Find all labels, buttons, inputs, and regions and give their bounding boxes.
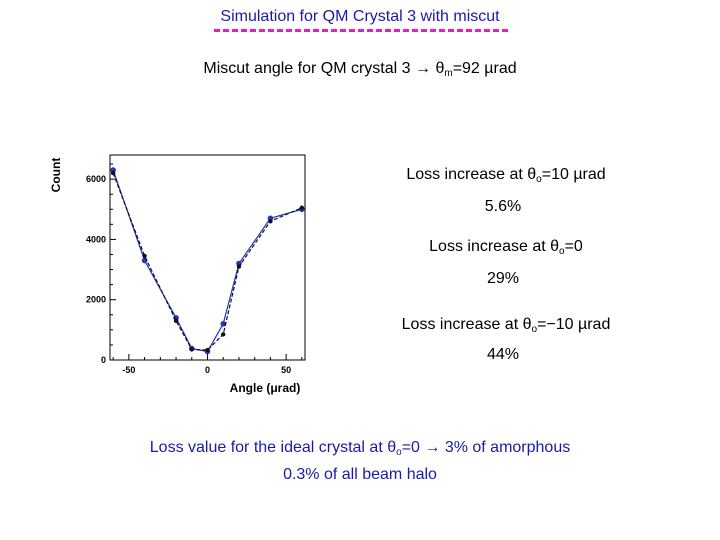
stat-label-3-suffix: =−10 µrad bbox=[537, 316, 611, 333]
stat-label-1: Loss increase at θo=10 µrad bbox=[356, 166, 656, 185]
series-line-1 bbox=[112, 169, 303, 353]
stat-label-1-suffix: =10 µrad bbox=[541, 166, 606, 183]
data-point bbox=[142, 253, 147, 259]
data-point bbox=[236, 264, 242, 269]
stat-label-1-prefix: Loss increase at θ bbox=[406, 166, 537, 183]
x-tick-label: -50 bbox=[122, 365, 135, 375]
stat-label-3: Loss increase at θo=−10 µrad bbox=[356, 316, 656, 335]
footer-line-1-suffix: =0 → 3% of amorphous bbox=[401, 439, 571, 456]
stat-label-2-sub: o bbox=[559, 246, 565, 257]
y-tick-label: 6000 bbox=[86, 174, 106, 184]
chart-container: 0 2000 4000 6000 -50 0 50 Angle (μrad) Count bbox=[40, 140, 330, 400]
data-point bbox=[173, 318, 179, 324]
stat-value-1: 5.6% bbox=[484, 198, 522, 215]
title-underline bbox=[214, 29, 508, 32]
stat-label-2-suffix: =0 bbox=[564, 238, 583, 255]
footer-line-1: Loss value for the ideal crystal at θo=0… bbox=[0, 437, 720, 464]
data-point bbox=[220, 321, 227, 327]
subtitle-subscript: m bbox=[444, 68, 453, 79]
plot-frame bbox=[109, 154, 306, 361]
stat-value-2: 29% bbox=[486, 270, 520, 287]
stat-label-3-prefix: Loss increase at θ bbox=[401, 316, 532, 333]
y-axis-label: Count bbox=[49, 158, 63, 193]
stat-label-2-prefix: Loss increase at θ bbox=[429, 238, 560, 255]
y-tick-label: 2000 bbox=[86, 295, 106, 305]
stat-value-3: 44% bbox=[486, 346, 520, 363]
data-point bbox=[268, 219, 273, 224]
y-tick-label: 0 bbox=[101, 355, 106, 365]
data-point bbox=[205, 347, 210, 353]
x-tick-label: 50 bbox=[281, 365, 291, 375]
data-point bbox=[299, 205, 305, 210]
footer-note: Loss value for the ideal crystal at θo=0… bbox=[0, 437, 720, 486]
subtitle-prefix: Miscut angle for QM crystal 3 → θ bbox=[203, 60, 445, 77]
page-title: Simulation for QM Crystal 3 with miscut bbox=[220, 8, 500, 25]
data-point bbox=[110, 170, 116, 176]
stat-label-3-sub: o bbox=[531, 324, 538, 335]
data-point bbox=[221, 332, 226, 337]
footer-line-2: 0.3% of all beam halo bbox=[283, 466, 437, 483]
subtitle: Miscut angle for QM crystal 3 → θm=92 µr… bbox=[0, 60, 720, 79]
x-axis-label: Angle (μrad) bbox=[230, 381, 301, 395]
footer-line-1-prefix: Loss value for the ideal crystal at θ bbox=[149, 439, 397, 456]
stat-label-1-sub: o bbox=[536, 174, 542, 185]
series-line-2 bbox=[112, 172, 303, 351]
y-tick-label: 4000 bbox=[86, 234, 106, 244]
data-point bbox=[189, 347, 194, 352]
x-tick-label: 0 bbox=[205, 365, 210, 375]
footer-line-1-sub: o bbox=[396, 447, 402, 458]
subtitle-suffix: =92 µrad bbox=[452, 60, 517, 77]
stat-label-2: Loss increase at θo=0 bbox=[356, 238, 656, 257]
line-chart: 0 2000 4000 6000 -50 0 50 Angle (μrad) Count bbox=[49, 154, 306, 395]
